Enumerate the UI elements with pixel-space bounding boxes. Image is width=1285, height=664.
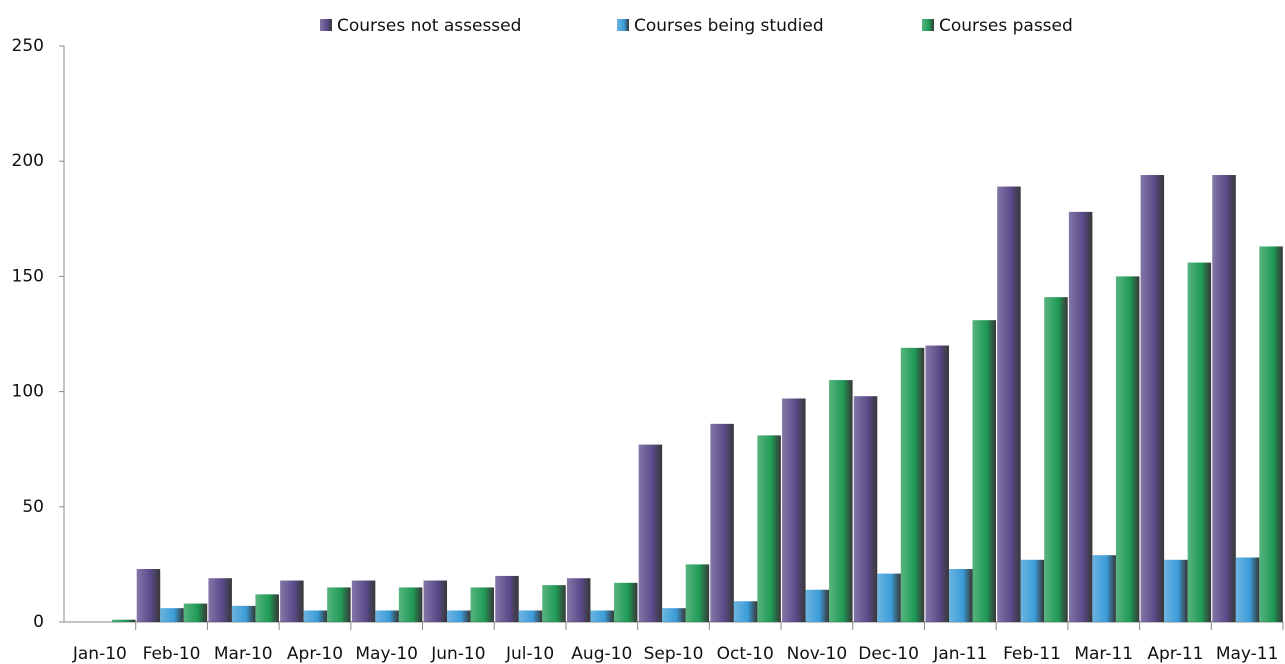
y-tick-label: 100 <box>12 382 44 402</box>
bar <box>805 589 830 622</box>
bar <box>997 186 1021 622</box>
legend-label: Courses passed <box>939 16 1073 36</box>
bar <box>231 605 256 622</box>
bar <box>303 610 328 622</box>
bar <box>613 582 638 622</box>
y-tick-label: 250 <box>12 36 44 56</box>
x-tick-label: Aug-10 <box>571 644 632 664</box>
bar <box>208 578 232 622</box>
bar <box>782 398 806 622</box>
legend-label: Courses not assessed <box>337 16 521 36</box>
bar <box>853 396 878 622</box>
bar <box>1235 557 1260 622</box>
bar <box>948 569 973 622</box>
x-tick-label: Jun-10 <box>430 644 485 664</box>
y-tick-label: 0 <box>33 612 44 632</box>
x-tick-label: Feb-10 <box>143 644 201 664</box>
bar <box>1020 559 1045 622</box>
bar <box>1068 211 1093 622</box>
x-tick-label: May-11 <box>1216 644 1279 664</box>
bar <box>900 347 925 622</box>
bar <box>877 573 901 622</box>
bar <box>638 444 663 622</box>
bar <box>829 380 853 622</box>
bar <box>423 580 448 622</box>
bar <box>1187 262 1212 622</box>
x-tick-label: May-10 <box>355 644 418 664</box>
bar <box>183 603 208 622</box>
legend-swatch <box>617 19 629 31</box>
bar <box>351 580 376 622</box>
bar <box>112 619 136 622</box>
x-tick-label: Jul-10 <box>505 644 554 664</box>
bar <box>470 587 495 622</box>
x-tick-label: Nov-10 <box>787 644 848 664</box>
bar <box>255 594 279 622</box>
y-tick-label: 50 <box>22 497 44 517</box>
bar <box>733 601 758 622</box>
bar <box>662 608 686 622</box>
x-tick-label: Mar-10 <box>214 644 273 664</box>
y-tick-label: 150 <box>12 266 44 286</box>
legend-swatch <box>922 19 934 31</box>
bar <box>136 569 161 622</box>
x-tick-label: Apr-11 <box>1147 644 1203 664</box>
bar <box>327 587 351 622</box>
x-tick-label: Jan-11 <box>932 644 987 664</box>
x-tick-label: Jan-10 <box>72 644 127 664</box>
bar <box>925 345 949 622</box>
bar <box>160 608 184 622</box>
x-tick-label: Apr-10 <box>287 644 343 664</box>
bar <box>566 578 591 622</box>
bar <box>375 610 399 622</box>
bar <box>518 610 543 622</box>
bar <box>495 575 519 622</box>
bar <box>1140 175 1165 623</box>
bar <box>972 320 997 622</box>
y-tick-label: 200 <box>12 151 44 171</box>
bar <box>685 564 710 622</box>
bar <box>590 610 614 622</box>
bar <box>447 610 471 622</box>
bar <box>398 587 423 622</box>
x-tick-label: Feb-11 <box>1003 644 1061 664</box>
bar <box>1164 559 1188 622</box>
x-tick-label: Dec-10 <box>858 644 919 664</box>
bar <box>710 423 734 622</box>
bar <box>757 435 781 622</box>
legend-swatch <box>320 19 332 31</box>
x-tick-label: Oct-10 <box>717 644 774 664</box>
bar <box>1115 276 1140 622</box>
bar <box>1044 297 1068 622</box>
bar <box>1092 555 1116 622</box>
bar <box>1212 175 1236 623</box>
x-tick-label: Sep-10 <box>644 644 704 664</box>
bar <box>542 585 566 622</box>
bar <box>280 580 304 622</box>
bar <box>1259 246 1283 622</box>
legend-label: Courses being studied <box>634 16 824 36</box>
x-tick-label: Mar-11 <box>1074 644 1133 664</box>
